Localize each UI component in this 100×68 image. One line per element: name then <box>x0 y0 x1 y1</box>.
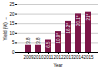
svg-text:2013: 2013 <box>63 55 74 60</box>
svg-text:3.8: 3.8 <box>36 37 41 44</box>
svg-text:2009: 2009 <box>23 55 34 60</box>
svg-text:2012: 2012 <box>53 55 64 60</box>
svg-text:10: 10 <box>9 31 15 36</box>
svg-text:15: 15 <box>9 21 15 26</box>
svg-text:Yield (%) →: Yield (%) → <box>3 17 8 41</box>
svg-text:21*: 21* <box>86 13 91 20</box>
svg-text:6.5: 6.5 <box>46 41 51 48</box>
svg-text:10.9*: 10.9* <box>56 33 61 44</box>
svg-text:3.8: 3.8 <box>26 37 31 44</box>
svg-text:20.1*: 20.1* <box>76 15 81 26</box>
svg-text:25: 25 <box>9 2 15 7</box>
svg-text:Year: Year <box>53 63 63 68</box>
svg-text:20: 20 <box>9 12 15 17</box>
svg-text:2015: 2015 <box>83 55 94 60</box>
svg-text:5: 5 <box>12 40 15 45</box>
svg-text:2014: 2014 <box>73 55 84 60</box>
svg-text:2011: 2011 <box>44 55 54 60</box>
svg-text:2010: 2010 <box>33 55 44 60</box>
svg-text:16.2*: 16.2* <box>66 23 71 34</box>
svg-text:0: 0 <box>12 50 15 55</box>
